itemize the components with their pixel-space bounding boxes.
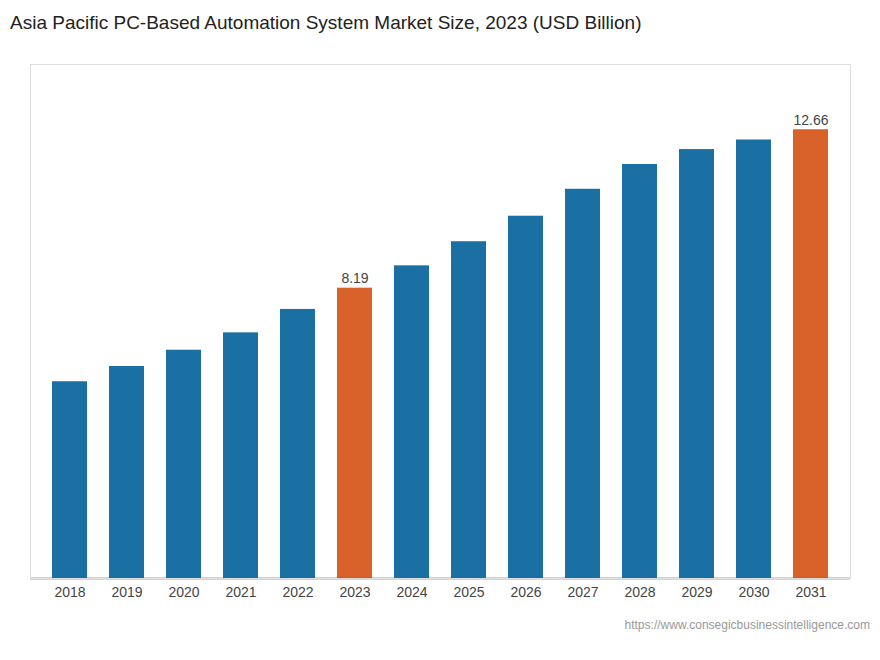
svg-text:2031: 2031 bbox=[795, 584, 826, 600]
svg-text:2025: 2025 bbox=[453, 584, 484, 600]
svg-text:2022: 2022 bbox=[282, 584, 313, 600]
svg-text:2030: 2030 bbox=[738, 584, 769, 600]
svg-text:2028: 2028 bbox=[624, 584, 655, 600]
svg-text:2020: 2020 bbox=[168, 584, 199, 600]
svg-text:2024: 2024 bbox=[396, 584, 427, 600]
svg-text:2027: 2027 bbox=[567, 584, 598, 600]
svg-text:2018: 2018 bbox=[54, 584, 85, 600]
svg-text:2021: 2021 bbox=[225, 584, 256, 600]
html-text:https://www.consegicbusinessin: https://www.consegicbusinessintelligence… bbox=[624, 618, 870, 632]
svg-text:12.66: 12.66 bbox=[793, 112, 828, 128]
html-text:Asia Pacific PC-Based Automati: Asia Pacific PC-Based Automation System … bbox=[10, 12, 642, 33]
svg-text:2029: 2029 bbox=[681, 584, 712, 600]
svg-text:8.19: 8.19 bbox=[341, 270, 368, 286]
svg-text:2023: 2023 bbox=[339, 584, 370, 600]
svg-text:2019: 2019 bbox=[111, 584, 142, 600]
svg-text:2026: 2026 bbox=[510, 584, 541, 600]
